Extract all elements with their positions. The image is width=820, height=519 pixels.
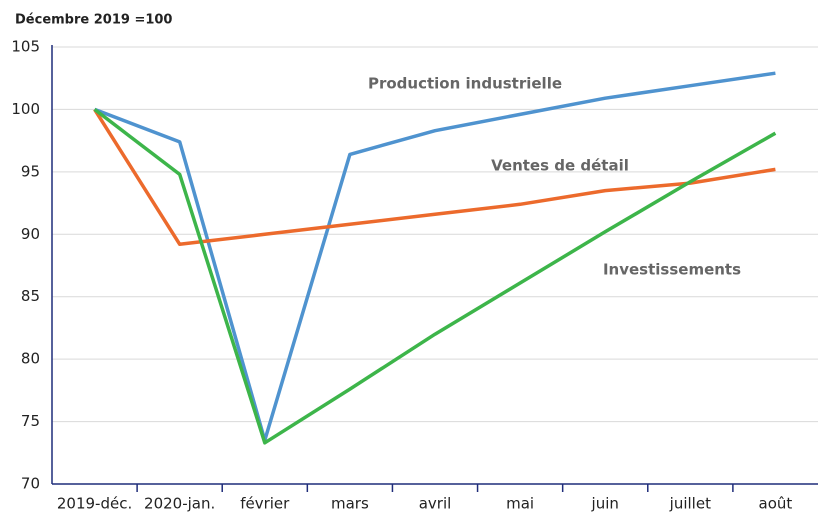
line-series [93, 71, 776, 443]
x-tick-label: août [759, 495, 793, 513]
x-tick-label: mai [506, 495, 534, 513]
y-tick-label: 70 [21, 475, 40, 493]
x-tick-label: 2019-déc. [57, 495, 132, 513]
x-tick-label: juin [591, 495, 619, 513]
line-series [93, 108, 777, 445]
y-tick-label: 100 [11, 100, 40, 118]
x-tick-label: février [240, 495, 290, 513]
y-tick-label: 90 [21, 225, 40, 243]
series-label: Ventes de détail [491, 157, 629, 175]
y-tick-label: 75 [21, 412, 40, 430]
line-series [93, 108, 776, 247]
series-label: Investissements [603, 261, 741, 279]
y-tick-label: 80 [21, 350, 40, 368]
x-tick-label: juillet [669, 495, 711, 513]
x-tick-label: 2020-jan. [144, 495, 215, 513]
x-tick-label: mars [331, 495, 369, 513]
y-tick-label: 105 [11, 38, 40, 56]
x-tick-label: avril [419, 495, 452, 513]
y-tick-label: 95 [21, 162, 40, 180]
y-tick-label: 85 [21, 287, 40, 305]
chart-subtitle: Décembre 2019 =100 [15, 13, 172, 28]
series-label: Production industrielle [368, 75, 562, 93]
